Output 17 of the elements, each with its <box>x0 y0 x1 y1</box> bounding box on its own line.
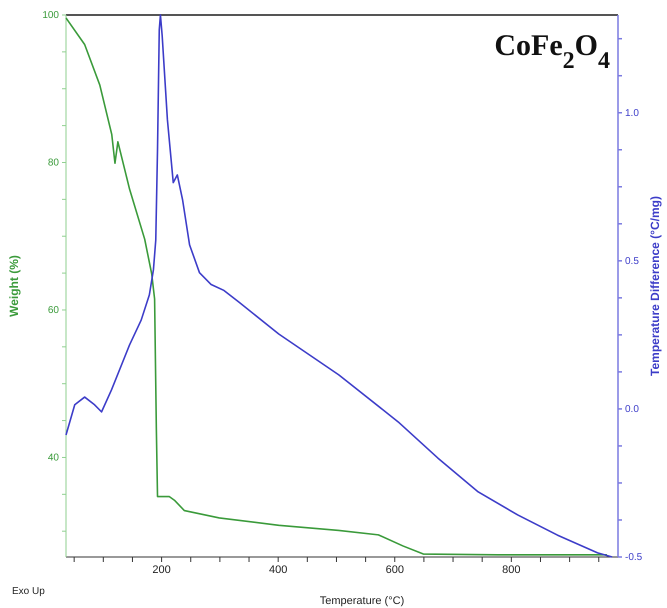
y2-tick-label: 0.0 <box>625 404 640 416</box>
y-tick-label: 100 <box>42 10 60 22</box>
y-tick-label: 40 <box>48 452 60 464</box>
y2-axis-title: Temperature Difference (°C/mg) <box>648 196 662 376</box>
x-tick-label: 400 <box>268 564 288 576</box>
x-axis-title: Temperature (°C) <box>320 595 404 607</box>
text: CoFe$_{2}$O$_{4}$ <box>494 29 610 74</box>
text: Exo Up <box>12 586 46 597</box>
y-tick-label: 80 <box>48 158 60 169</box>
y-axis-title: Weight (%) <box>7 255 21 317</box>
x-tick-label: 800 <box>502 564 521 576</box>
y2-tick-label: -0.5 <box>625 552 643 564</box>
x-tick-label: 600 <box>386 564 404 576</box>
x-tick-label: 200 <box>152 564 171 576</box>
y2-tick-label: 0.5 <box>625 256 640 268</box>
y-tick-label: 60 <box>48 305 60 316</box>
y2-tick-label: 1.0 <box>625 108 640 119</box>
